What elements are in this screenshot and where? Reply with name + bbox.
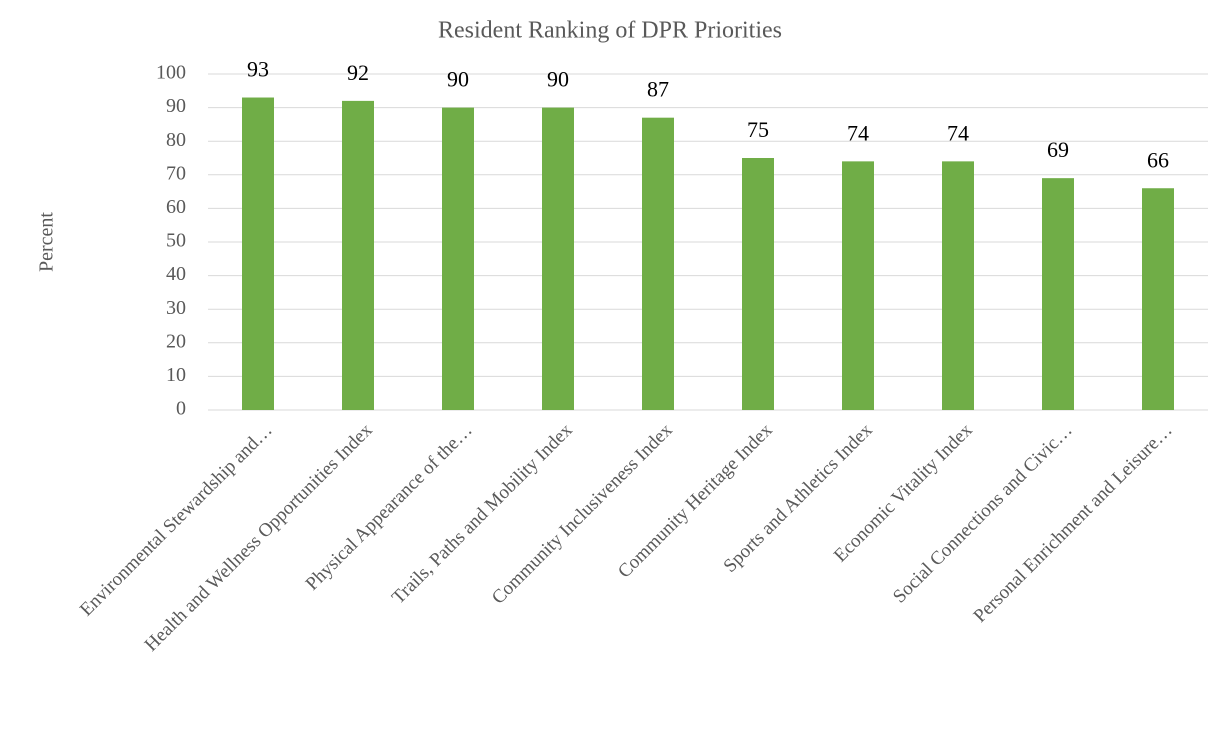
y-tick-label: 30 xyxy=(166,297,186,319)
bar xyxy=(942,161,974,410)
y-tick-label: 50 xyxy=(166,230,186,252)
y-axis-label: Percent xyxy=(36,212,58,272)
bar xyxy=(542,107,574,410)
x-tick-label: Physical Appearance of the… xyxy=(302,420,477,595)
y-tick-label: 80 xyxy=(166,129,186,151)
bar xyxy=(742,158,774,410)
data-label: 93 xyxy=(247,57,269,82)
bar xyxy=(342,100,374,410)
data-label: 69 xyxy=(1047,137,1069,162)
bar xyxy=(842,161,874,410)
x-tick-label: Personal Enrichment and Leisure… xyxy=(970,420,1177,627)
bar xyxy=(642,117,674,411)
y-tick-label: 40 xyxy=(166,263,186,285)
bar xyxy=(442,107,474,410)
y-tick-label: 90 xyxy=(166,95,186,117)
bar xyxy=(242,97,274,411)
y-tick-label: 0 xyxy=(176,398,186,420)
x-tick-label: Environmental Stewardship and… xyxy=(76,420,277,621)
x-tick-label: Health and Wellness Opportunities Index xyxy=(141,419,377,655)
data-label: 90 xyxy=(447,67,469,92)
y-tick-label: 10 xyxy=(166,364,186,386)
data-label: 92 xyxy=(347,60,369,85)
data-label: 66 xyxy=(1147,147,1169,172)
x-tick-label: Social Connections and Civic… xyxy=(889,420,1077,608)
x-tick-label: Community Inclusiveness Index xyxy=(488,419,677,608)
data-label: 75 xyxy=(747,117,769,142)
y-tick-label: 60 xyxy=(166,196,186,218)
chart-title: Resident Ranking of DPR Priorities xyxy=(438,18,782,44)
data-label: 74 xyxy=(847,120,869,145)
bar xyxy=(1042,178,1074,410)
y-tick-label: 70 xyxy=(166,162,186,184)
y-tick-label: 20 xyxy=(166,330,186,352)
bar xyxy=(1142,188,1174,410)
data-label: 87 xyxy=(647,77,669,102)
data-label: 74 xyxy=(947,120,969,145)
x-tick-label: Trails, Paths and Mobility Index xyxy=(388,419,577,608)
y-tick-label: 100 xyxy=(156,62,186,84)
data-label: 90 xyxy=(547,67,569,92)
